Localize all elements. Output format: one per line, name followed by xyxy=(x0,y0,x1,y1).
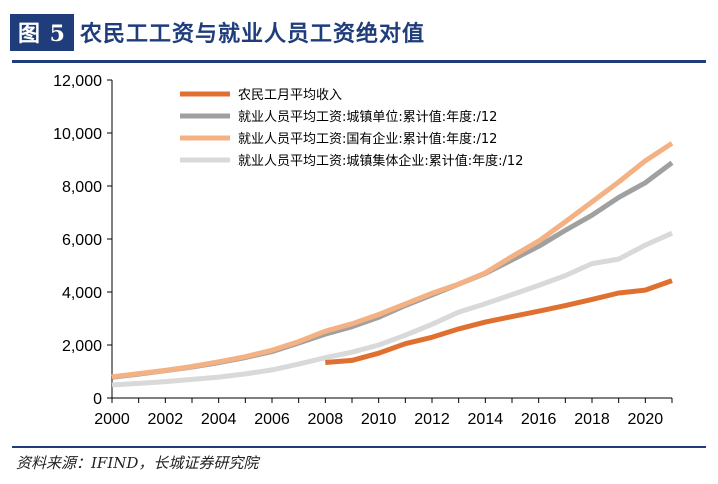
legend-label-4: 就业人员平均工资:城镇集体企业:累计值:年度:/12 xyxy=(238,153,523,169)
x-tick-label: 2020 xyxy=(628,411,664,428)
legend-label-1: 农民工月平均收入 xyxy=(238,88,342,103)
x-tick-label: 2018 xyxy=(574,411,610,428)
top-rule xyxy=(12,60,706,63)
x-tick-label: 2014 xyxy=(468,411,504,428)
y-tick-label: 2,000 xyxy=(62,338,102,355)
y-tick-label: 10,000 xyxy=(53,126,102,143)
series-line-1 xyxy=(325,278,673,365)
source-note: 资料来源：IFIND，长城证券研究院 xyxy=(16,454,259,472)
y-tick-label: 4,000 xyxy=(62,285,102,302)
x-tick-label: 2016 xyxy=(521,411,557,428)
y-tick-label: 0 xyxy=(93,391,102,408)
x-tick-label: 2012 xyxy=(414,411,450,428)
y-tick-label: 12,000 xyxy=(53,73,102,90)
series-line-3 xyxy=(111,141,674,380)
figure-label: 图 5 xyxy=(10,13,74,51)
x-tick-label: 2006 xyxy=(254,411,290,428)
y-tick-label: 6,000 xyxy=(62,232,102,249)
series-line-4 xyxy=(111,230,674,388)
series-line-2 xyxy=(111,160,674,380)
figure-header: 图 5 农民工工资与就业人员工资绝对值 xyxy=(10,13,425,51)
x-tick-label: 2000 xyxy=(94,411,130,428)
legend-label-2: 就业人员平均工资:城镇单位:累计值:年度:/12 xyxy=(238,109,497,125)
x-tick-label: 2010 xyxy=(361,411,397,428)
figure-title: 农民工工资与就业人员工资绝对值 xyxy=(79,21,425,47)
bottom-rule xyxy=(12,446,706,448)
x-tick-label: 2008 xyxy=(308,411,344,428)
legend-label-3: 就业人员平均工资:国有企业:累计值:年度:/12 xyxy=(238,131,497,147)
y-tick-label: 8,000 xyxy=(62,179,102,196)
x-tick-label: 2004 xyxy=(201,411,237,428)
x-tick-label: 2002 xyxy=(148,411,184,428)
